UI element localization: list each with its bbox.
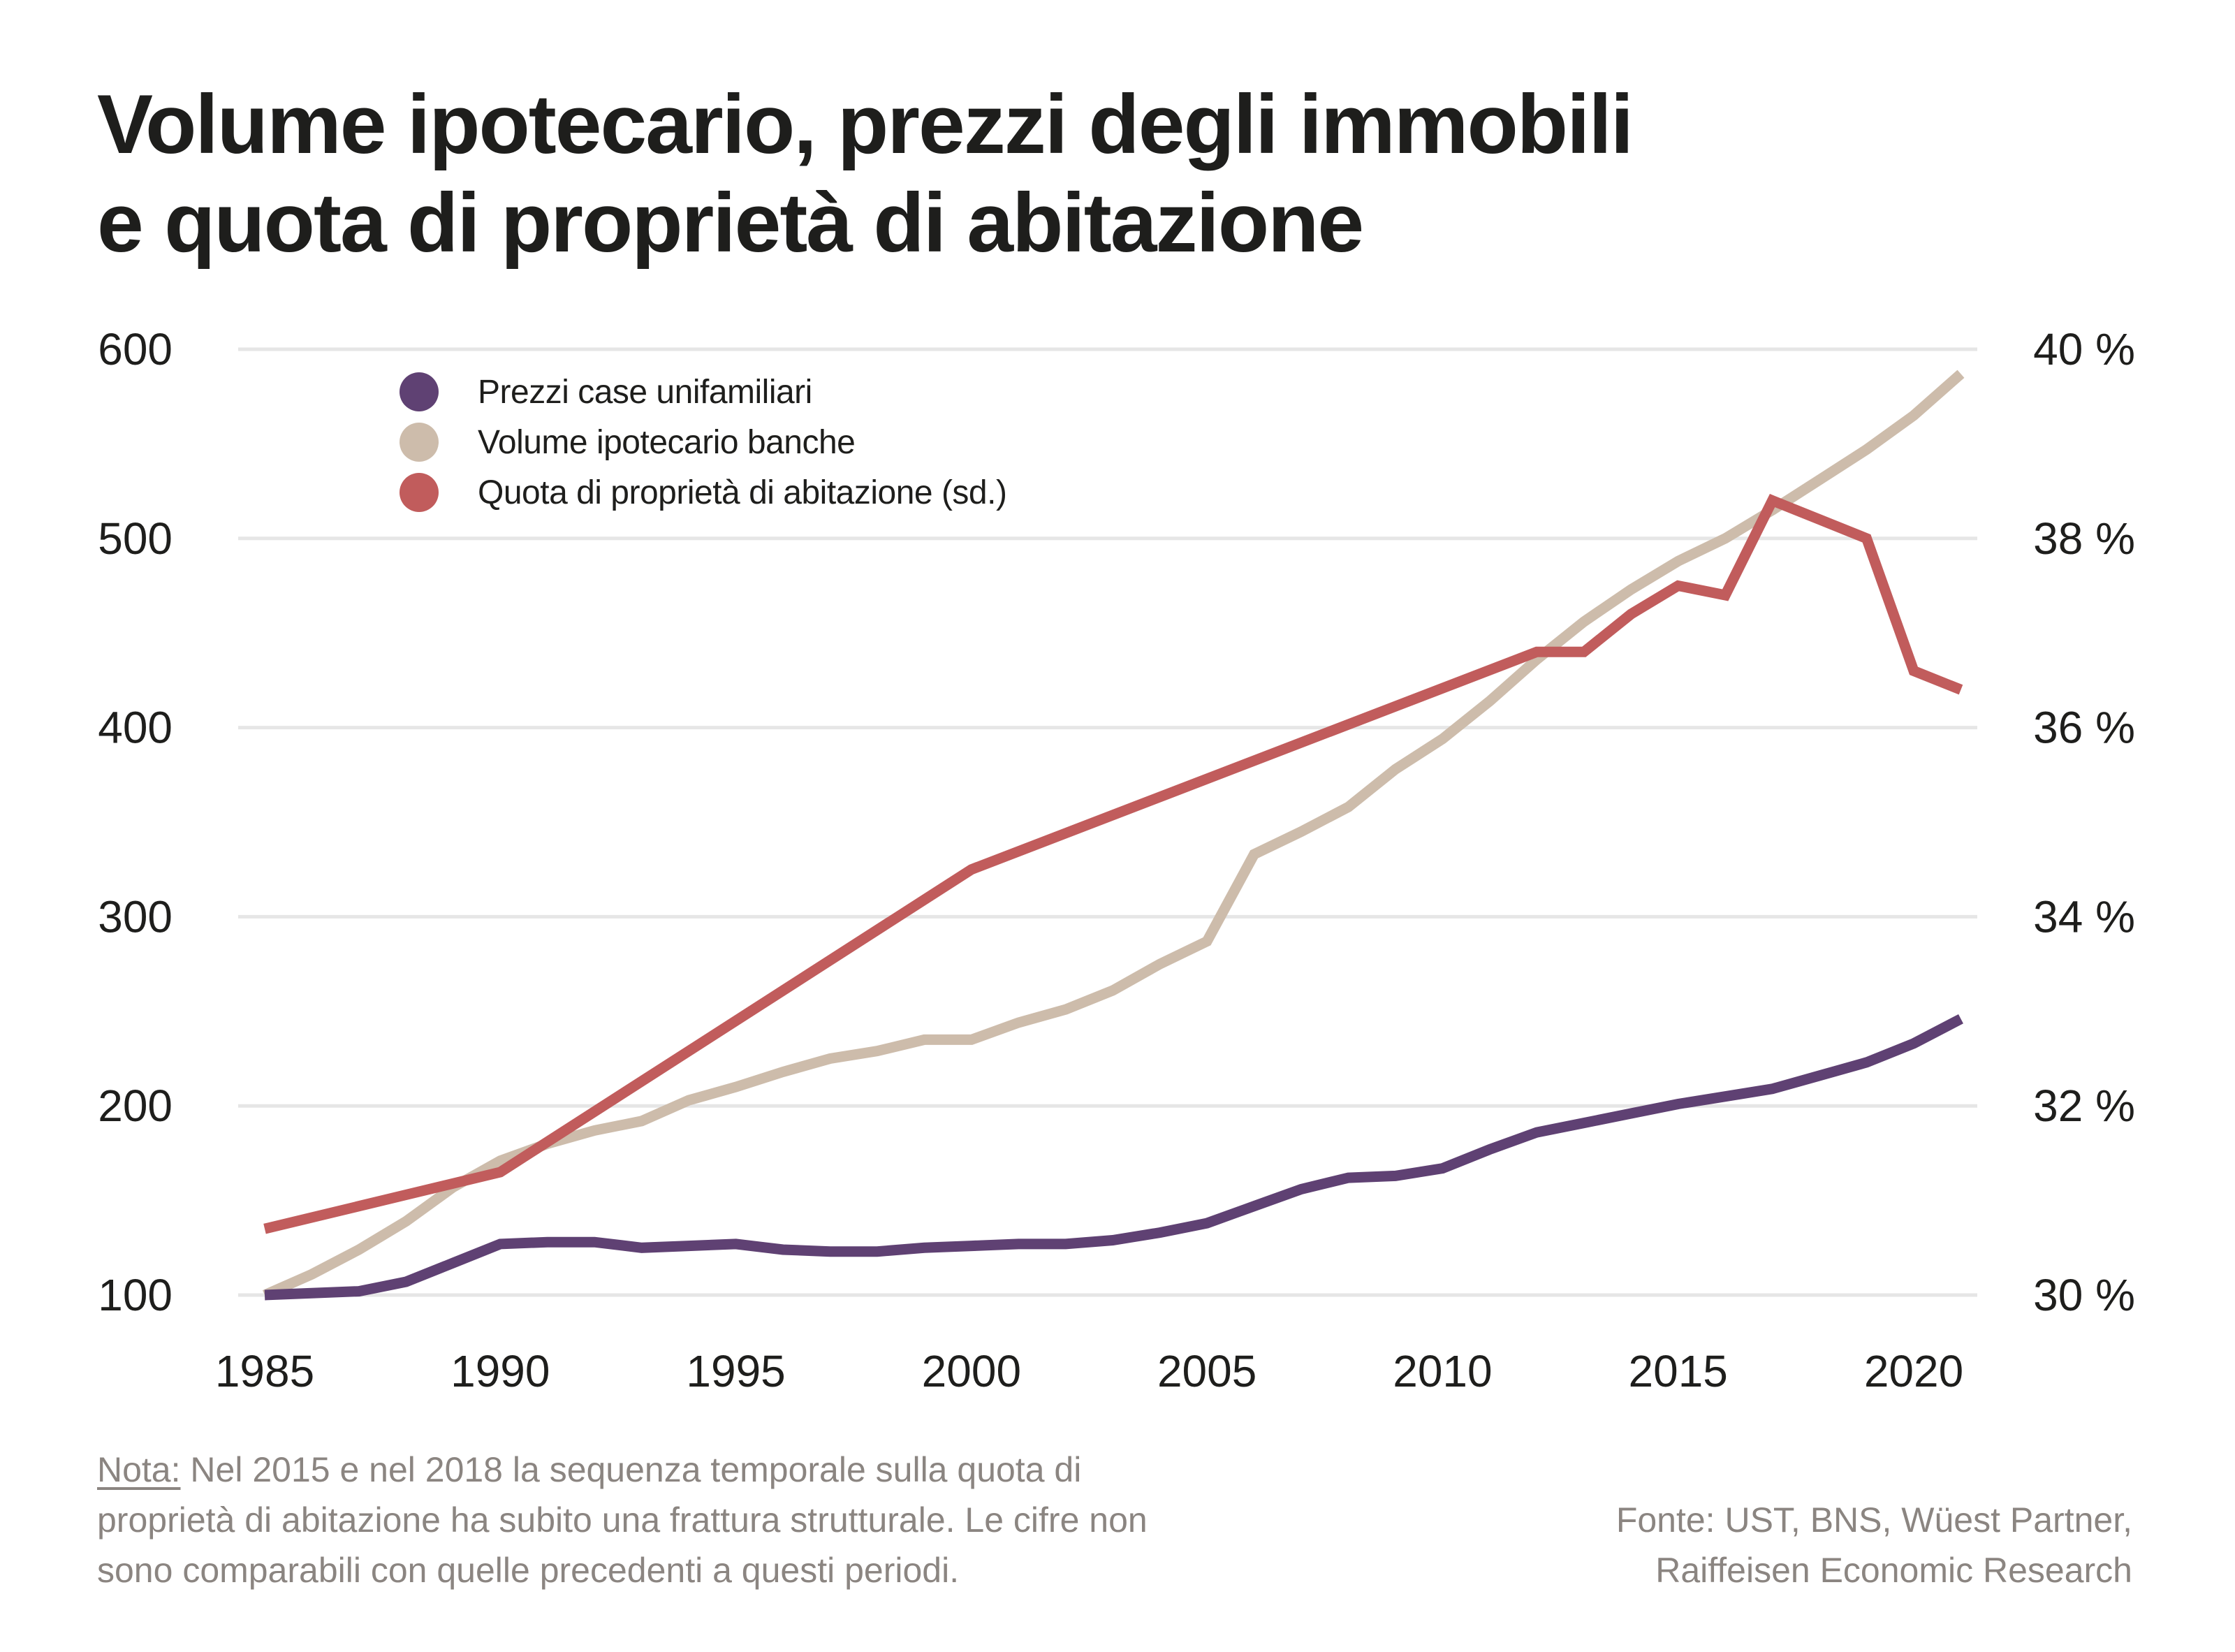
chart-title-line-2: e quota di proprietà di abitazione <box>97 176 1364 270</box>
legend-swatch-quota <box>400 473 439 512</box>
x-tick-label: 1990 <box>450 1346 550 1396</box>
y-axis-right-labels: 30 % 32 % 34 % 36 % 38 % 40 % <box>2033 324 2135 1320</box>
x-tick-label: 2020 <box>1864 1346 1963 1396</box>
y-left-tick-label: 100 <box>98 1270 173 1320</box>
legend-label-quota: Quota di proprietà di abitazione (sd.) <box>478 474 1007 511</box>
y-right-tick-label: 30 % <box>2033 1270 2135 1320</box>
x-tick-label: 2005 <box>1157 1346 1256 1396</box>
y-right-tick-label: 36 % <box>2033 703 2135 753</box>
y-axis-left-labels: 100 200 300 400 500 600 <box>98 324 173 1320</box>
legend-item-prezzi: Prezzi case unifamiliari <box>400 367 1006 417</box>
y-right-tick-label: 32 % <box>2033 1081 2135 1131</box>
y-left-tick-label: 600 <box>98 324 173 374</box>
grid-lines <box>238 347 1977 1297</box>
legend: Prezzi case unifamiliari Volume ipotecar… <box>400 367 1007 518</box>
y-right-tick-label: 34 % <box>2033 891 2135 942</box>
legend-swatch-volume <box>400 423 439 462</box>
x-axis-labels: 1985 1990 1995 2000 2005 2010 2015 2020 <box>215 1346 1963 1396</box>
chart-title-line-1: Volume ipotecario, prezzi degli immobili <box>97 78 1634 171</box>
source-credit: Fonte: UST, BNS, Wüest Partner, Raiffeis… <box>1616 1495 2132 1595</box>
series-line-quota <box>263 494 1963 1234</box>
series-lines <box>262 370 1965 1301</box>
y-left-tick-label: 300 <box>98 891 173 942</box>
x-tick-label: 2015 <box>1629 1346 1728 1396</box>
y-right-tick-label: 40 % <box>2033 324 2135 374</box>
legend-swatch-prezzi <box>400 372 439 411</box>
legend-label-volume: Volume ipotecario banche <box>478 423 856 461</box>
x-tick-label: 2000 <box>922 1346 1021 1396</box>
legend-item-volume: Volume ipotecario banche <box>400 417 1006 467</box>
legend-label-prezzi: Prezzi case unifamiliari <box>478 373 812 411</box>
y-left-tick-label: 500 <box>98 513 173 564</box>
source-line-1: Fonte: UST, BNS, Wüest Partner, <box>1615 1500 2132 1540</box>
x-tick-label: 1995 <box>686 1346 785 1396</box>
chart-title: Volume ipotecario, prezzi degli immobili… <box>97 75 1634 272</box>
y-right-tick-label: 38 % <box>2033 513 2135 564</box>
footnote-text: Nel 2015 e nel 2018 la sequenza temporal… <box>97 1450 1148 1590</box>
legend-item-quota: Quota di proprietà di abitazione (sd.) <box>400 467 1007 518</box>
footnote-label: Nota: <box>97 1450 181 1489</box>
y-left-tick-label: 400 <box>98 703 173 753</box>
x-tick-label: 2010 <box>1393 1346 1492 1396</box>
footnote: Nota: Nel 2015 e nel 2018 la sequenza te… <box>97 1445 1187 1595</box>
x-tick-label: 1985 <box>215 1346 314 1396</box>
y-left-tick-label: 200 <box>98 1081 173 1131</box>
source-line-2: Raiffeisen Economic Research <box>1655 1551 2132 1590</box>
